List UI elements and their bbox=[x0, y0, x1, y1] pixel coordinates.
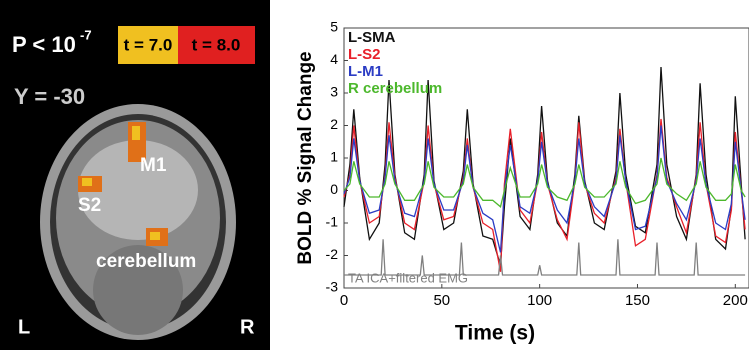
x-tick-label: 150 bbox=[625, 292, 650, 309]
y-axis-label: BOLD % Signal Change bbox=[295, 51, 316, 264]
brain-panel: P < 10 -7 t = 7.0 t = 8.0 Y = -30 M1 S2 … bbox=[0, 0, 270, 350]
x-tick-label: 50 bbox=[433, 292, 450, 309]
scale-low: t = 7.0 bbox=[124, 35, 173, 54]
region-label: S2 bbox=[78, 195, 101, 216]
region-label: M1 bbox=[140, 155, 167, 176]
legend-entry: R cerebellum bbox=[348, 80, 442, 97]
y-tick-label: 1 bbox=[330, 149, 338, 165]
page: {"brain_panel": {"p_text": "P < 10", "p_… bbox=[0, 0, 749, 355]
x-axis-label: Time (s) bbox=[455, 322, 535, 345]
s2-blob-core bbox=[82, 178, 92, 186]
legend-entry: L-S2 bbox=[348, 46, 381, 63]
chart: Time (s) BOLD % Signal Change -3 -2 -1 0 1 2 3… bbox=[295, 19, 749, 345]
y-tick-label: 2 bbox=[330, 116, 338, 132]
y-tick-label: 0 bbox=[330, 181, 338, 197]
y-tick-label: -3 bbox=[326, 279, 339, 295]
legend-entry: L-M1 bbox=[348, 63, 383, 80]
p-exponent: -7 bbox=[80, 27, 92, 42]
y-tick-label: 3 bbox=[330, 84, 338, 100]
y-tick-label: -1 bbox=[326, 214, 339, 230]
figure: P < 10 -7 t = 7.0 t = 8.0 Y = -30 M1 S2 … bbox=[0, 0, 749, 350]
y-tick-label: -2 bbox=[326, 246, 339, 262]
x-tick-label: 100 bbox=[527, 292, 552, 309]
x-tick-label: 200 bbox=[723, 292, 748, 309]
x-tick-label: 0 bbox=[340, 292, 348, 309]
right-label: R bbox=[240, 316, 255, 338]
slice-label: Y = -30 bbox=[14, 84, 85, 109]
plot-area bbox=[344, 28, 749, 288]
y-tick-label: 4 bbox=[330, 51, 338, 67]
p-value: P < 10 bbox=[12, 32, 76, 57]
region-label: cerebellum bbox=[96, 251, 196, 272]
scale-high: t = 8.0 bbox=[192, 35, 241, 54]
legend-entry: L-SMA bbox=[348, 29, 396, 46]
left-label: L bbox=[18, 316, 30, 338]
cerebellum-blob-core bbox=[150, 232, 160, 240]
m1-blob-core bbox=[132, 126, 140, 140]
y-tick-label: 5 bbox=[330, 19, 338, 35]
legend-entry: TA ICA+filtered EMG bbox=[348, 270, 468, 285]
